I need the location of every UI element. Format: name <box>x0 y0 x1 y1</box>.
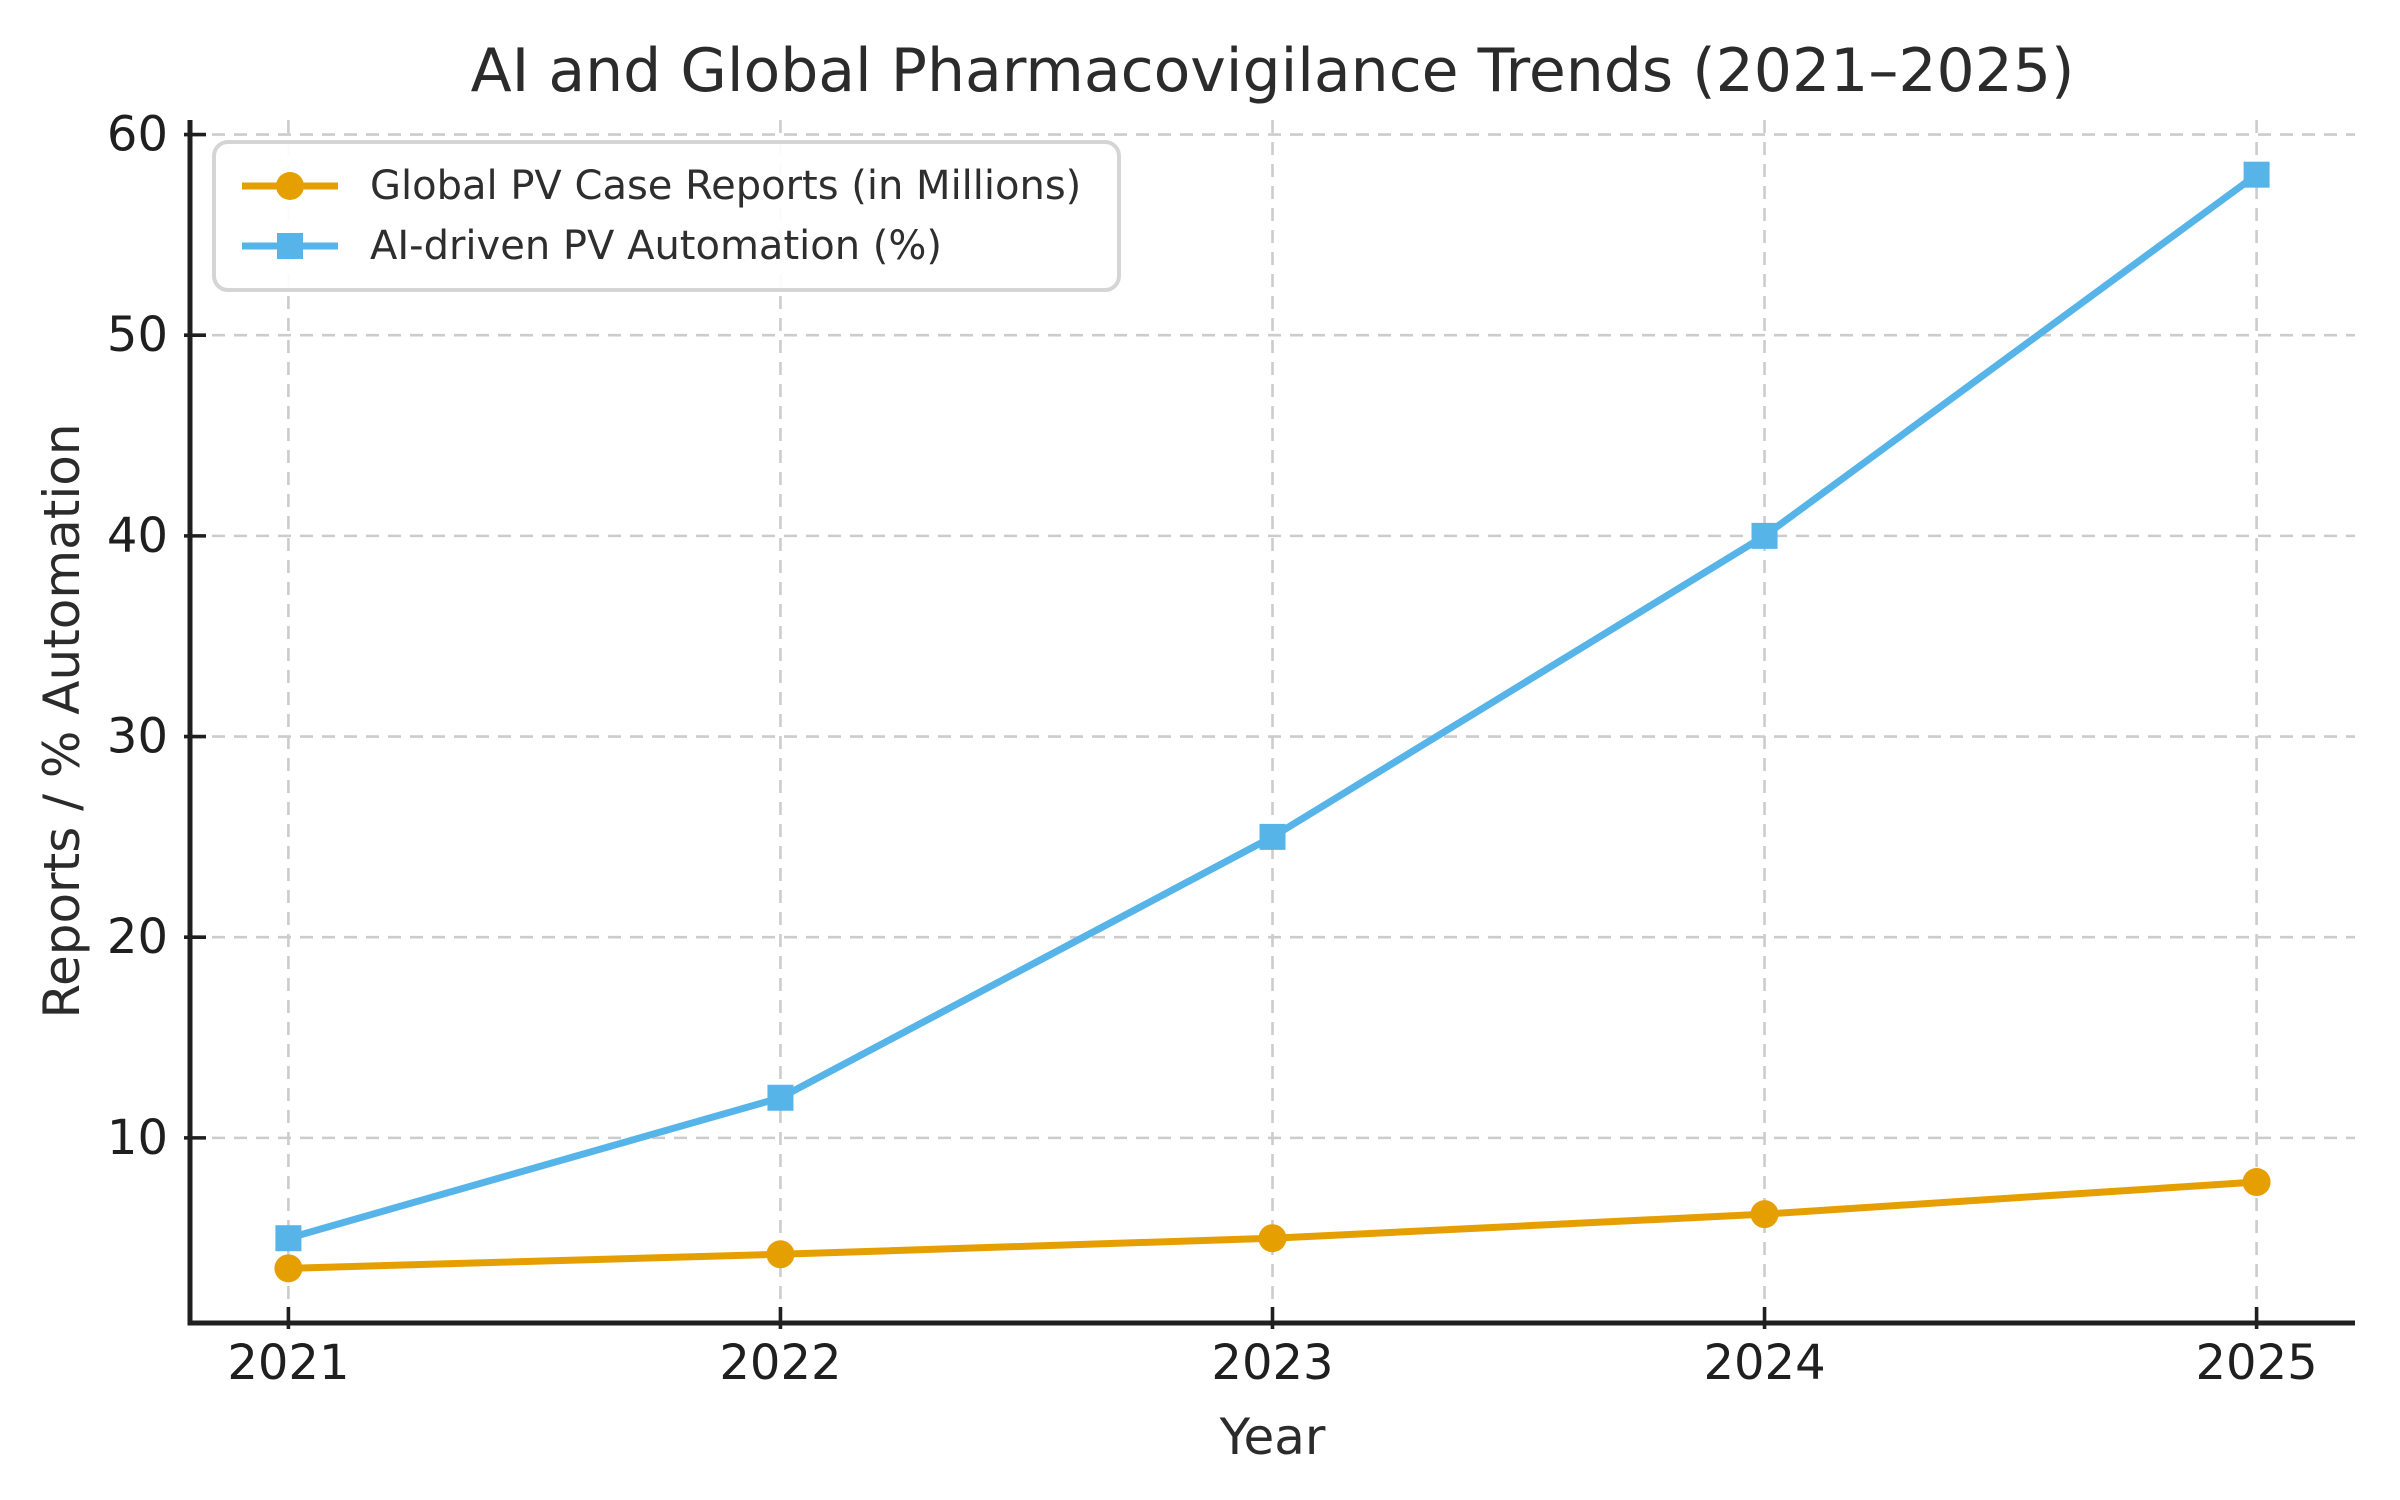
legend-sample-automation <box>242 231 338 261</box>
y-tick-label: 30 <box>107 709 168 765</box>
circle-marker-icon <box>276 172 304 200</box>
y-tick-label: 60 <box>107 107 168 163</box>
y-tick-label: 20 <box>107 909 168 965</box>
square-marker-icon <box>277 233 303 259</box>
y-tick-label: 40 <box>107 508 168 564</box>
x-tick-label: 2022 <box>719 1335 841 1391</box>
legend-label-automation: AI-driven PV Automation (%) <box>370 223 942 269</box>
legend-item-reports: Global PV Case Reports (in Millions) <box>242 156 1081 216</box>
data-point-circle <box>274 1254 303 1283</box>
gridlines <box>190 120 2355 1323</box>
x-tick-label: 2024 <box>1703 1335 1825 1391</box>
data-point-circle <box>1258 1224 1287 1253</box>
data-point-square <box>1751 522 1778 549</box>
data-point-square <box>2243 161 2270 188</box>
data-point-square <box>767 1084 794 1111</box>
legend-sample-reports <box>242 171 338 201</box>
y-tick-label: 50 <box>107 307 168 363</box>
x-tick-label: 2021 <box>227 1335 349 1391</box>
data-point-square <box>275 1225 302 1252</box>
x-axis-label: Year <box>1219 1408 1326 1466</box>
chart-title: AI and Global Pharmacovigilance Trends (… <box>470 36 2075 106</box>
x-tick-label: 2023 <box>1211 1335 1333 1391</box>
data-point-square <box>1259 823 1286 850</box>
x-tick-label: 2025 <box>2196 1335 2318 1391</box>
legend: Global PV Case Reports (in Millions) AI-… <box>212 140 1122 292</box>
legend-item-automation: AI-driven PV Automation (%) <box>242 216 1081 276</box>
y-axis-label: Reports / % Automation <box>33 423 91 1019</box>
axis-ticks: 10 20 30 40 50 60 2021 2022 2023 2024 2025 <box>107 107 2318 1391</box>
data-point-circle <box>2242 1168 2271 1197</box>
data-point-circle <box>1750 1200 1779 1229</box>
y-tick-label: 10 <box>107 1110 168 1166</box>
legend-label-reports: Global PV Case Reports (in Millions) <box>370 163 1082 209</box>
data-point-circle <box>766 1240 795 1269</box>
